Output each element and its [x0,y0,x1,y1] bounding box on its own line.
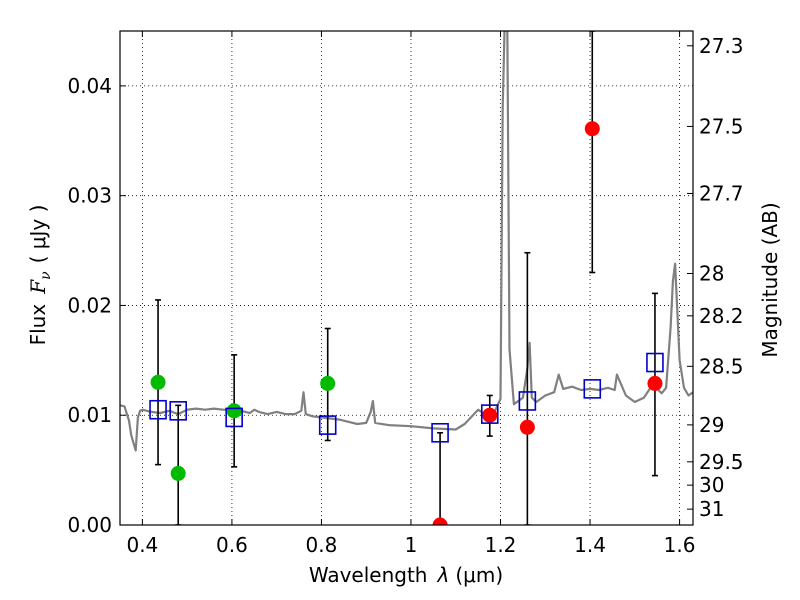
y-tick-label: 0.01 [67,403,112,427]
model-bandpass-square [480,404,499,424]
red-data-point [647,375,663,391]
mag-tick-label: 27.7 [699,181,744,205]
x-tick-label: 1 [405,533,418,557]
green-data-point [170,465,186,481]
model-bandpass-square [646,352,664,373]
x-tick-label: 1.2 [485,533,517,557]
mag-tick-label: 29.5 [699,450,744,474]
green-data-point [150,374,166,390]
green-data-point [320,375,336,391]
mag-tick-label: 30 [699,473,724,497]
red-data-point [482,407,498,423]
red-data-point [584,121,600,137]
mag-tick-label: 27.5 [699,114,744,138]
mag-tick-label: 27.3 [699,34,744,58]
y-tick-label: 0.03 [67,184,112,208]
y-tick-label: 0.00 [67,513,112,537]
model-bandpass-square [583,379,602,399]
y-axis-label: FluxFν( μJy ) [26,205,54,346]
model-bandpass-square [318,415,337,435]
error-bar-layer [155,31,658,525]
model-spectrum-layer [120,31,693,452]
mag-tick-label: 28 [699,262,724,286]
model-bandpass-square [518,391,537,411]
model-bandpass-square [431,422,449,443]
model-bandpass-square [169,401,187,421]
x-tick-label: 0.6 [216,533,248,557]
red-data-point [432,517,448,525]
mag-tick-label: 28.2 [699,304,744,328]
model-bandpass-square [225,407,243,428]
x-tick-label: 1.6 [664,533,696,557]
model-spectrum-line [120,31,693,452]
right-axis-label: Magnitude (AB) [758,202,782,357]
mag-tick-label: 28.5 [699,354,744,378]
y-tick-label: 0.02 [67,293,112,317]
plot-frame [119,30,694,526]
axis-ticks: 0.4 0.6 0.8 1 1.2 1.4 1.6 0.00 0.01 0.02 0.03 0.04 2… [67,31,744,557]
model-bandpass-square [149,399,167,420]
x-axis-label: Wavelength λ (μm) [309,563,503,587]
red-data-point [519,419,535,435]
marker-layer [149,121,664,525]
green-data-point [226,403,242,419]
y-tick-label: 0.04 [67,74,112,98]
mag-tick-label: 29 [699,413,724,437]
x-tick-label: 1.4 [574,533,606,557]
mag-tick-label: 31 [699,497,724,521]
grid-lines [120,31,693,526]
x-tick-label: 0.8 [306,533,338,557]
x-tick-label: 0.4 [126,533,158,557]
